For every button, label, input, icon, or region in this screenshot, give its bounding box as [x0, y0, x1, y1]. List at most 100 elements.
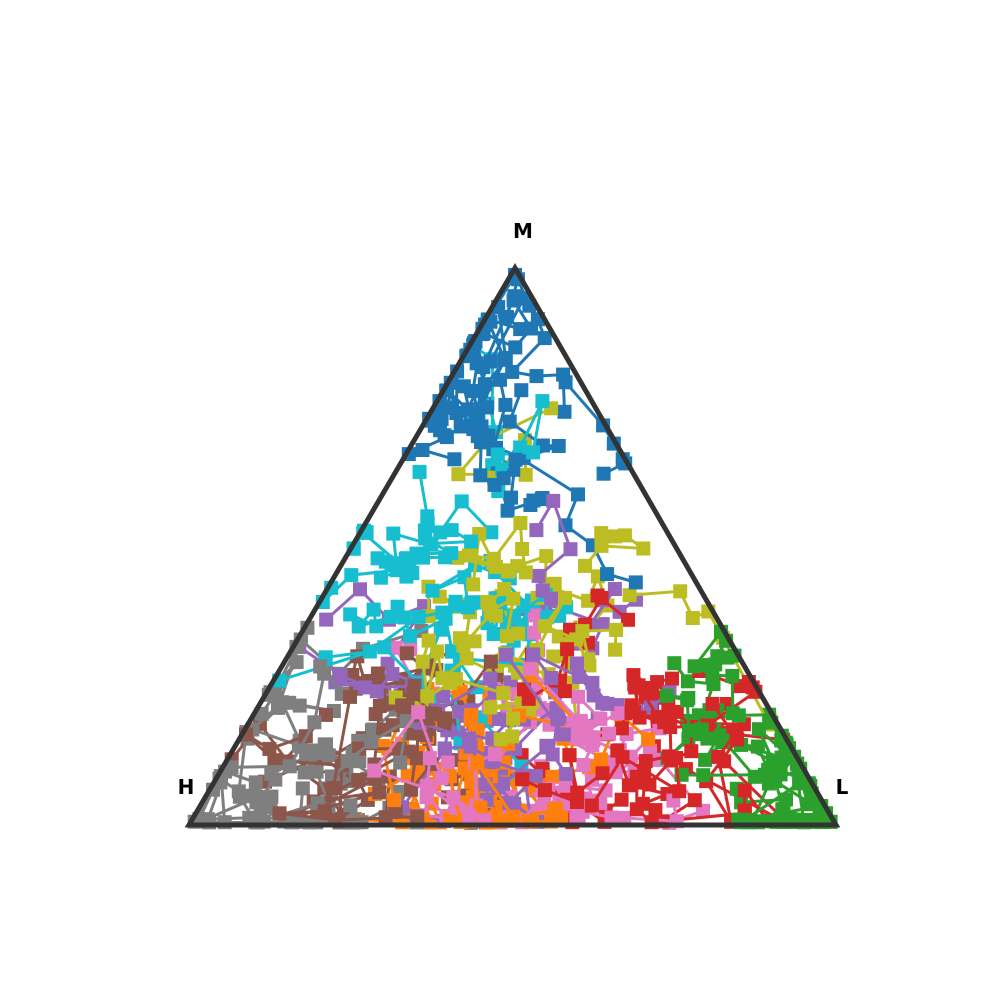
trajectory-point	[614, 792, 629, 807]
trajectory-point	[687, 659, 702, 674]
trajectory-point	[550, 712, 565, 727]
trajectory-point	[684, 744, 699, 759]
trajectory-point	[506, 809, 520, 824]
trajectory	[558, 375, 633, 481]
trajectory-point	[698, 752, 713, 767]
trajectory-point	[412, 464, 427, 479]
trajectory-point	[421, 633, 436, 648]
trajectory-point	[499, 647, 514, 662]
trajectory-point	[343, 798, 358, 813]
trajectory-point	[539, 549, 554, 564]
trajectory-point	[681, 723, 696, 738]
trajectory-point	[604, 810, 619, 825]
trajectory-point	[268, 772, 283, 787]
trajectory-point	[641, 732, 656, 747]
trajectory-point	[659, 688, 674, 703]
trajectory-point	[685, 611, 700, 625]
trajectory-point	[411, 609, 426, 624]
trajectory-point	[528, 769, 543, 784]
trajectory-point	[496, 471, 511, 486]
trajectory-point	[694, 722, 709, 737]
trajectory-point	[419, 790, 434, 805]
trajectory-point	[366, 602, 381, 617]
trajectory-point	[629, 769, 644, 784]
trajectory-point	[570, 795, 584, 809]
trajectory-point	[535, 583, 550, 598]
trajectory	[584, 720, 699, 813]
trajectory-point	[571, 689, 586, 704]
trajectory-point	[387, 793, 402, 808]
trajectory-point	[594, 538, 609, 553]
trajectory-point	[499, 629, 514, 644]
triangle-frame	[184, 263, 841, 828]
trajectory-point	[627, 677, 642, 692]
vertex-label-l: L	[836, 775, 849, 799]
trajectory-point	[545, 747, 560, 762]
trajectory-point	[473, 800, 488, 815]
trajectory-point	[535, 394, 550, 409]
trajectory-point	[527, 608, 542, 623]
trajectory-point	[433, 525, 448, 540]
trajectory-point	[415, 654, 430, 669]
trajectory-point	[410, 751, 424, 766]
trajectory-point	[669, 751, 684, 765]
trajectory-point	[502, 414, 517, 429]
trajectory-point	[496, 686, 511, 701]
trajectory-point	[430, 644, 445, 659]
trajectory-point	[386, 526, 401, 541]
trajectory-point	[434, 771, 449, 786]
trajectory-point	[514, 383, 529, 398]
trajectory-point	[594, 591, 609, 605]
trajectory-point	[352, 741, 367, 756]
trajectory-point	[317, 804, 332, 819]
trajectory-point	[488, 559, 503, 574]
trajectory-point	[411, 705, 426, 720]
trajectory-point	[399, 646, 414, 661]
trajectory-point	[318, 707, 333, 722]
trajectory-point	[504, 490, 518, 505]
trajectory-point	[665, 671, 679, 686]
trajectory-point	[725, 668, 740, 683]
trajectory-point	[397, 610, 412, 625]
trajectory	[629, 763, 663, 830]
trajectory-point	[502, 563, 517, 578]
vertex-label-h: H	[178, 775, 195, 799]
trajectory-point	[578, 558, 592, 573]
trajectory-point	[384, 558, 399, 573]
trajectory-point	[480, 594, 495, 609]
trajectory-point	[593, 752, 608, 767]
trajectory-point	[515, 772, 530, 787]
trajectory-point	[571, 809, 586, 824]
trajectory-point	[423, 536, 438, 551]
trajectory-point	[621, 612, 635, 627]
trajectory-point	[464, 534, 479, 549]
trajectory-point	[319, 612, 334, 627]
trajectory-point	[730, 732, 745, 747]
trajectory-line	[279, 696, 418, 822]
trajectory-point	[232, 789, 247, 804]
trajectory-point	[574, 716, 588, 730]
trajectory-point	[483, 700, 498, 715]
trajectory	[578, 526, 651, 573]
trajectory-point	[710, 649, 725, 664]
trajectory-point	[544, 671, 559, 685]
trajectory-point	[435, 671, 450, 686]
trajectory-point	[505, 364, 520, 379]
trajectory-point	[466, 577, 481, 592]
trajectory-point	[513, 440, 528, 455]
trajectory-point	[595, 617, 610, 632]
trajectory-point	[395, 698, 410, 713]
trajectory-point	[562, 748, 577, 763]
trajectory-point	[459, 651, 474, 666]
trajectory-point	[420, 516, 435, 531]
trajectory-point	[537, 331, 552, 346]
trajectory-point	[624, 698, 639, 713]
trajectory-point	[486, 627, 501, 641]
trajectory-point	[584, 798, 599, 813]
trajectory-point	[622, 588, 637, 603]
trajectory-point	[775, 802, 790, 817]
trajectory-point	[546, 649, 561, 664]
trajectory-point	[295, 781, 310, 796]
trajectory-point	[725, 706, 740, 721]
